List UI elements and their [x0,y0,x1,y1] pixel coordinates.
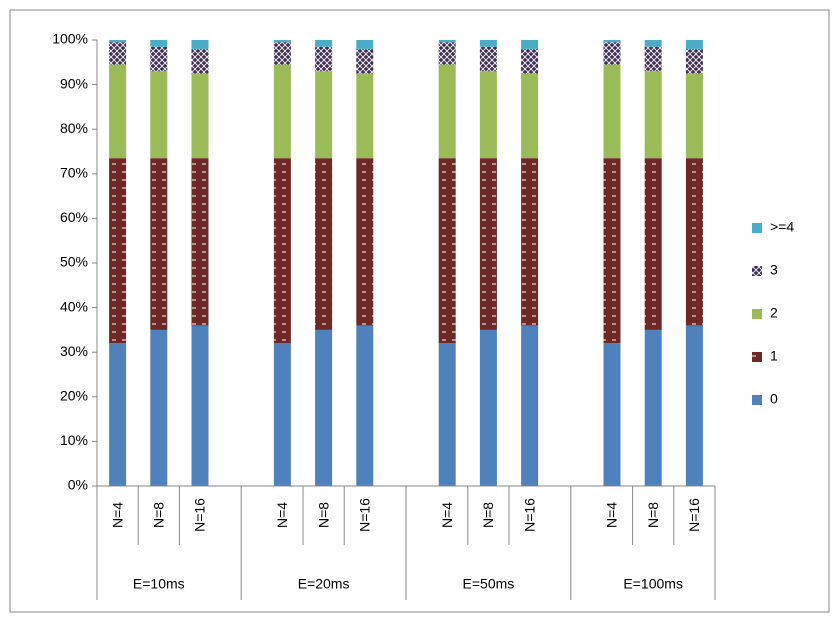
bar-segment [644,71,662,159]
bar-segment [603,158,621,344]
bar-segment [191,325,209,486]
y-tick-label: 70% [60,165,88,181]
x-tick-label: N=16 [521,498,537,532]
bar-segment [356,73,374,159]
legend-swatch [752,266,762,276]
bar-segment [685,48,703,74]
x-tick-label: N=4 [274,502,290,528]
bar-segment [644,40,662,47]
y-tick-label: 100% [52,31,88,47]
bar-segment [191,73,209,159]
x-tick-label: N=16 [192,498,208,532]
x-tick-label: N=8 [480,502,496,528]
bar-segment [273,158,291,344]
bar-segment [479,158,497,330]
bar-segment [315,158,333,330]
x-tick-label: N=4 [109,502,125,528]
bar-segment [603,343,621,486]
bar-segment [150,46,168,72]
x-tick-label: N=4 [439,502,455,528]
bar-segment [315,329,333,486]
bar-segment [438,40,456,43]
bar-segment [685,158,703,326]
bar-segment [315,46,333,72]
legend-label: 1 [770,348,778,364]
y-tick-label: 60% [60,209,88,225]
y-tick-label: 20% [60,388,88,404]
legend-swatch [752,223,762,233]
y-tick-label: 40% [60,298,88,314]
bar-segment [521,73,539,159]
bar-segment [685,73,703,159]
bar-segment [150,40,168,47]
bar-segment [685,325,703,486]
chart-border [9,9,830,613]
x-tick-label: N=16 [357,498,373,532]
bar-segment [109,40,127,43]
bar-segment [438,343,456,486]
bar-segment [191,48,209,74]
bar-segment [479,46,497,72]
bar-segment [479,71,497,159]
bar-segment [315,40,333,47]
group-label: E=20ms [298,576,350,592]
bar-segment [438,42,456,65]
bar-segment [438,158,456,344]
x-tick-label: N=4 [604,502,620,528]
x-tick-label: N=16 [686,498,702,532]
bar-segment [644,46,662,72]
y-tick-label: 50% [60,254,88,270]
bar-segment [603,42,621,65]
bar-segment [603,64,621,159]
group-label: E=10ms [133,576,185,592]
y-tick-label: 80% [60,120,88,136]
legend-label: 0 [770,391,778,407]
x-tick-label: N=8 [151,502,167,528]
bar-segment [273,42,291,65]
group-label: E=50ms [463,576,515,592]
bar-segment [521,158,539,326]
bar-segment [191,40,209,49]
bar-segment [521,48,539,74]
y-tick-label: 10% [60,432,88,448]
bar-segment [150,71,168,159]
bar-segment [109,64,127,159]
legend-label: >=4 [770,219,794,235]
bar-segment [273,64,291,159]
bar-segment [644,329,662,486]
y-tick-label: 90% [60,75,88,91]
bar-segment [273,40,291,43]
legend-swatch [752,309,762,319]
bar-segment [521,40,539,49]
bar-segment [109,158,127,344]
bar-segment [150,158,168,330]
legend-label: 3 [770,262,778,278]
bar-segment [479,329,497,486]
bar-segment [685,40,703,49]
bar-segment [521,325,539,486]
bar-segment [273,343,291,486]
bar-segment [356,48,374,74]
y-tick-label: 30% [60,343,88,359]
group-label: E=100ms [623,576,683,592]
x-tick-label: N=8 [645,502,661,528]
bar-segment [644,158,662,330]
x-tick-label: N=8 [315,502,331,528]
bar-segment [315,71,333,159]
bar-segment [603,40,621,43]
bar-segment [479,40,497,47]
bar-segment [356,158,374,326]
y-tick-label: 0% [68,477,88,493]
bar-segment [109,343,127,486]
bar-segment [109,42,127,65]
bar-segment [191,158,209,326]
bar-segment [438,64,456,159]
bar-segment [150,329,168,486]
legend-swatch [752,352,762,362]
legend-swatch [752,395,762,405]
legend-label: 2 [770,305,778,321]
bar-segment [356,325,374,486]
bar-segment [356,40,374,49]
